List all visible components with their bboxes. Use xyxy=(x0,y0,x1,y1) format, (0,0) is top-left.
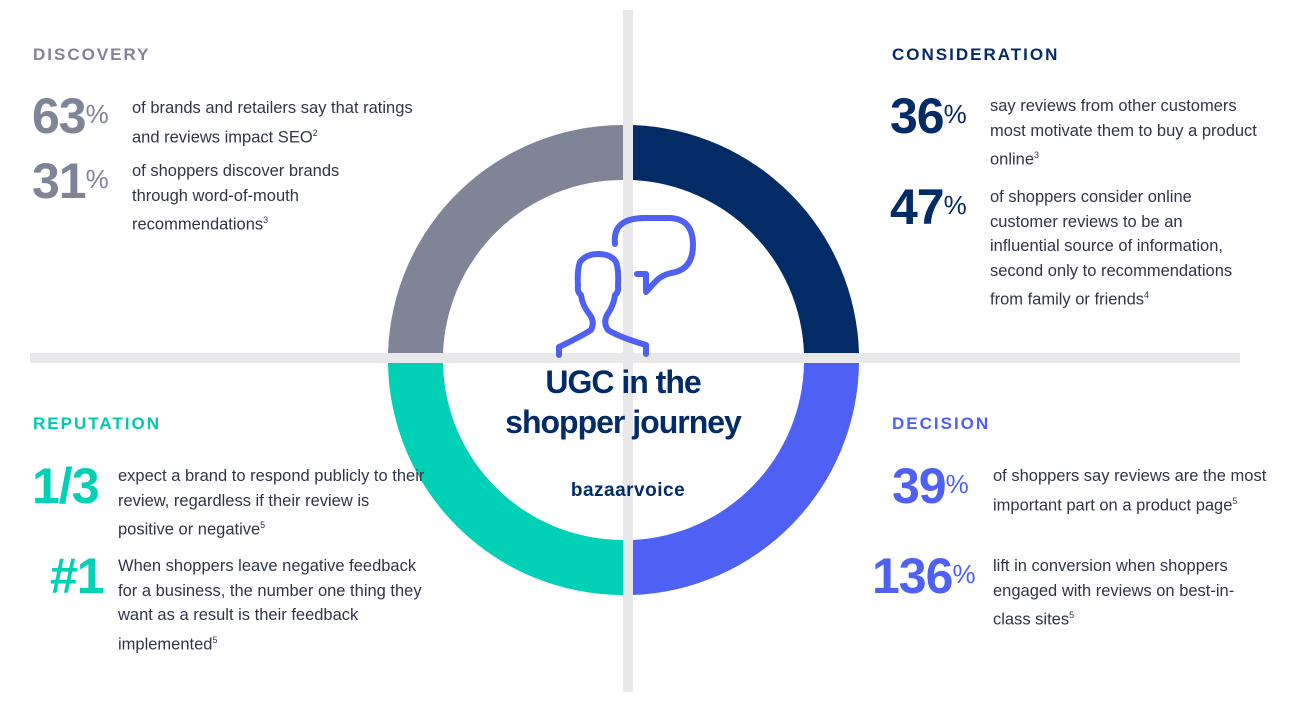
footnote-ref: 4 xyxy=(1144,290,1150,300)
stat-text: of brands and retailers say that ratings… xyxy=(132,99,413,146)
stat-unit: % xyxy=(85,99,109,129)
stat-value: #1 xyxy=(50,548,105,604)
stat-value: 47 xyxy=(890,179,945,235)
decision-stat-1: 39% of shoppers say reviews are the most… xyxy=(892,461,1268,518)
reputation-stat-1: 1/3 expect a brand to respond publicly t… xyxy=(32,461,428,542)
stat-unit: % xyxy=(945,469,969,499)
footnote-ref: 5 xyxy=(1232,495,1238,506)
footnote-ref: 3 xyxy=(263,215,269,225)
bazaarvoice-logo: bazaarvoice xyxy=(570,480,686,501)
decision-heading: DECISION xyxy=(892,414,991,433)
ring-segment-consideration xyxy=(633,125,859,353)
horizontal-divider xyxy=(30,353,1240,363)
discovery-heading: DISCOVERY xyxy=(33,45,151,64)
title-line-2: shopper journey xyxy=(505,404,742,440)
stat-unit: % xyxy=(943,99,967,129)
vertical-divider xyxy=(623,10,633,692)
stat-text: of shoppers consider online customer rev… xyxy=(990,188,1233,309)
reputation-stat-2: #1 When shoppers leave negative feedback… xyxy=(50,551,423,657)
reputation-heading: REPUTATION xyxy=(33,414,161,433)
ring-segment-reputation xyxy=(388,363,623,595)
footnote-ref: 3 xyxy=(1034,150,1040,160)
person-speech-bubble-icon xyxy=(556,215,696,358)
stat-unit: % xyxy=(85,164,109,194)
stat-text: of shoppers discover brands through word… xyxy=(132,162,340,234)
footnote-ref: 5 xyxy=(1069,610,1075,620)
discovery-stat-1: 63% of brands and retailers say that rat… xyxy=(32,91,422,150)
stat-unit: % xyxy=(952,559,975,589)
stat-value: 1/3 xyxy=(32,458,100,514)
stat-value: 39 xyxy=(892,458,947,514)
consideration-heading: CONSIDERATION xyxy=(892,45,1060,64)
stat-text: When shoppers leave negative feedback fo… xyxy=(118,557,422,653)
stat-value: 36 xyxy=(890,88,945,144)
stat-unit: % xyxy=(943,190,967,220)
ring-segment-decision xyxy=(633,363,859,595)
stat-text: of shoppers say reviews are the most imp… xyxy=(993,467,1267,514)
stat-value: 136 xyxy=(872,548,953,604)
stat-value: 31 xyxy=(32,153,87,209)
center-title: UGC in the shopper journey xyxy=(453,362,793,442)
consideration-stat-1: 36% say reviews from other customers mos… xyxy=(890,91,1265,172)
title-line-1: UGC in the xyxy=(545,364,701,400)
footnote-ref: 2 xyxy=(312,127,318,138)
stat-text: lift in conversion when shoppers engaged… xyxy=(993,557,1235,629)
decision-stat-2: 136% lift in conversion when shoppers en… xyxy=(872,551,1263,632)
consideration-stat-2: 47% of shoppers consider online customer… xyxy=(890,182,1240,312)
stat-value: 63 xyxy=(32,88,87,144)
footnote-ref: 5 xyxy=(212,634,218,645)
ring-segment-discovery xyxy=(388,124,623,353)
stat-text: expect a brand to respond publicly to th… xyxy=(118,467,425,539)
stat-text: say reviews from other customers most mo… xyxy=(990,97,1257,169)
footnote-ref: 5 xyxy=(260,520,266,530)
discovery-stat-2: 31% of shoppers discover brands through … xyxy=(32,156,372,237)
